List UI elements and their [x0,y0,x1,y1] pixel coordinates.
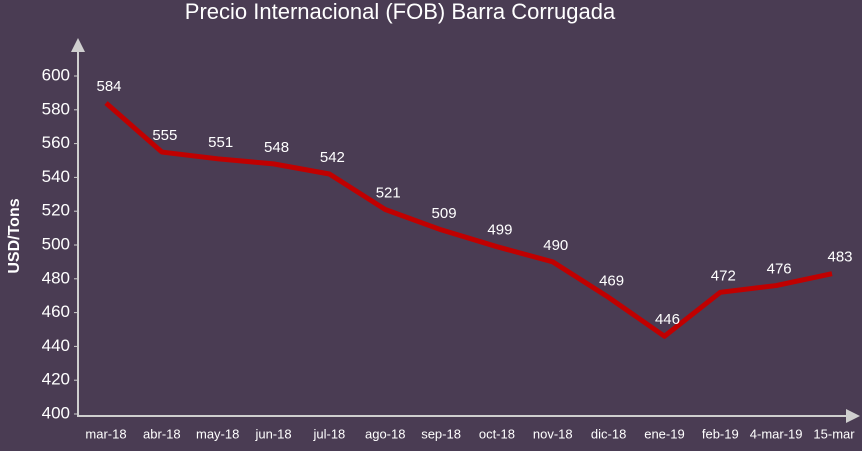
data-label: 490 [543,237,568,254]
y-tick-label: 520 [42,201,70,220]
data-label: 548 [264,139,289,156]
x-tick-label: oct-18 [479,426,515,441]
x-tick-label: mar-18 [85,426,126,441]
data-label: 483 [827,249,852,266]
data-label: 509 [432,205,457,222]
x-tick-label: nov-18 [533,426,573,441]
x-tick-label: 4-mar-19 [750,426,803,441]
y-axis-arrow [71,38,85,52]
data-label: 499 [487,222,512,239]
y-tick-label: 580 [42,99,70,118]
x-tick-label: 15-mar [813,426,855,441]
data-label: 476 [767,261,792,278]
y-tick-label: 400 [42,403,70,422]
x-tick-label: dic-18 [591,426,626,441]
line-series [104,101,833,339]
chart-title: Precio Internacional (FOB) Barra Corruga… [185,0,616,24]
y-tick-label: 540 [42,167,70,186]
y-axis-label: USD/Tons [6,198,23,273]
data-label: 551 [208,134,233,151]
data-label: 469 [599,272,624,289]
x-tick-label: ene-19 [644,426,684,441]
data-label: 542 [320,149,345,166]
data-label: 521 [376,184,401,201]
x-tick-label: feb-19 [702,426,739,441]
y-tick-label: 500 [42,234,70,253]
data-label: 555 [152,127,177,144]
y-tick-label: 600 [42,65,70,84]
x-tick-label: abr-18 [143,426,181,441]
x-axis-arrow [846,409,860,423]
data-label: 446 [655,311,680,328]
y-tick-label: 480 [42,268,70,287]
data-label: 472 [711,267,736,284]
y-tick-label: 460 [42,302,70,321]
x-tick-label: ago-18 [365,426,405,441]
data-label: 584 [96,78,121,95]
x-tick-label: jul-18 [312,426,345,441]
x-tick-label: sep-18 [421,426,461,441]
y-tick-label: 440 [42,336,70,355]
x-tick-label: jun-18 [254,426,291,441]
x-tick-label: may-18 [196,426,239,441]
y-tick-label: 560 [42,133,70,152]
y-tick-label: 420 [42,370,70,389]
